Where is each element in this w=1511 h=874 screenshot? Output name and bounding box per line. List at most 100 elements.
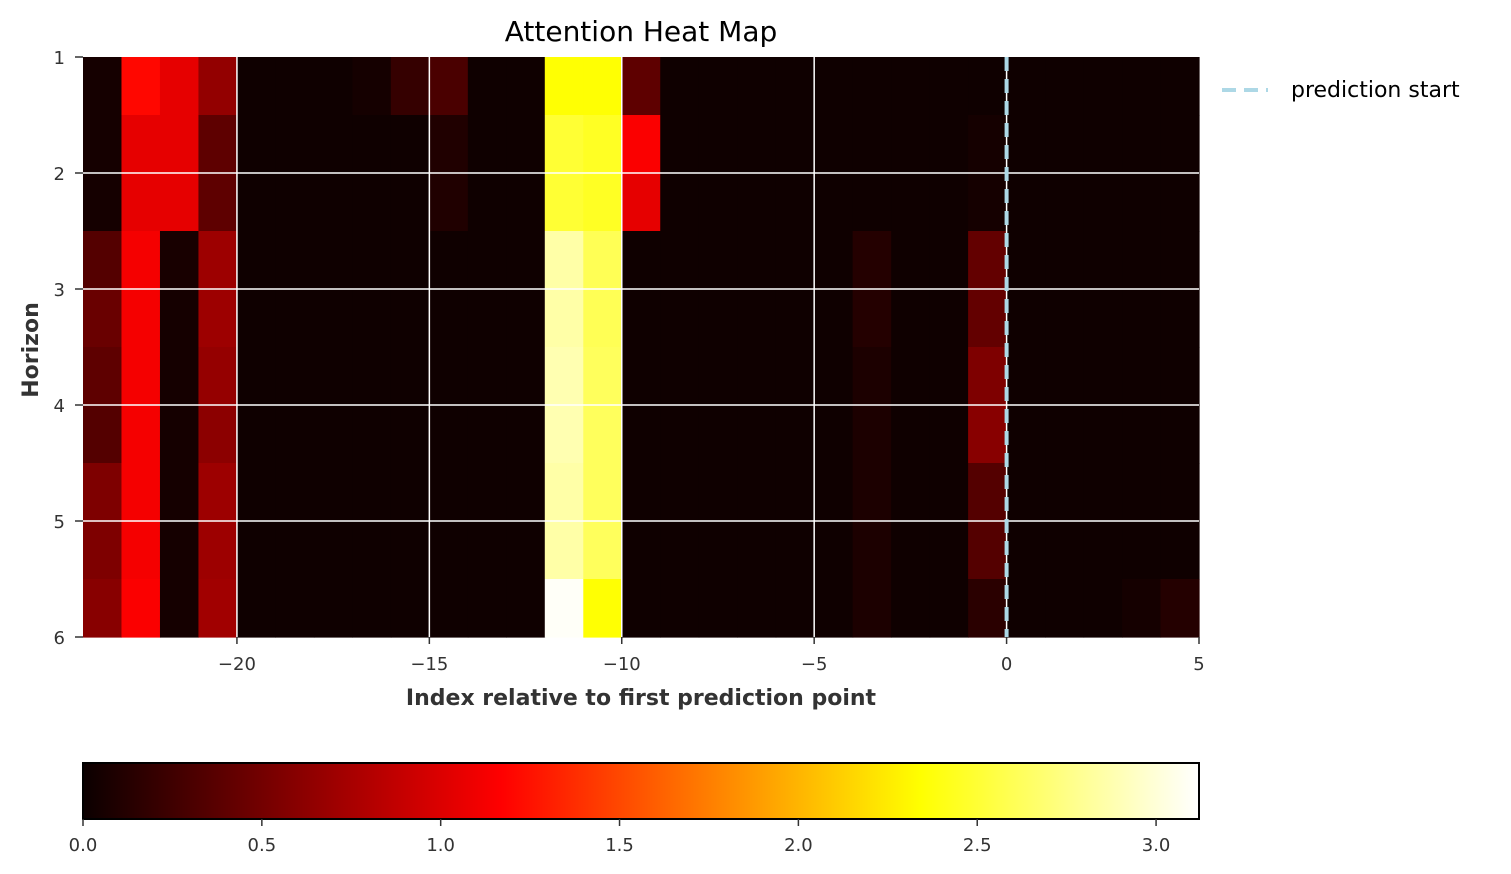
colorbar-tick-label: 3.0 [1142, 835, 1171, 856]
heatmap-cell [775, 289, 815, 348]
heatmap-cell [429, 115, 469, 174]
heatmap-cell [968, 579, 1008, 638]
heatmap-cell [1045, 579, 1085, 638]
heatmap-cell [621, 463, 661, 522]
heatmap-cell [775, 231, 815, 290]
heatmap-cell [198, 231, 238, 290]
x-tick-label: −15 [410, 654, 448, 675]
y-tick-label: 5 [54, 512, 65, 533]
heatmap-cell [852, 289, 892, 348]
heatmap-cell [929, 173, 969, 232]
heatmap-cell [1160, 57, 1200, 116]
heatmap-cell [968, 463, 1008, 522]
heatmap-cell [1006, 231, 1046, 290]
heatmap-cell [1045, 57, 1085, 116]
heatmap-cell [621, 579, 661, 638]
heatmap-cell [929, 289, 969, 348]
heatmap-cell [1083, 173, 1123, 232]
heatmap-cell [313, 289, 353, 348]
heatmap-cell [236, 57, 277, 116]
heatmap-cell [544, 347, 584, 406]
heatmap-cell [121, 57, 161, 116]
heatmap-cell [660, 463, 700, 522]
heatmap-cell [737, 463, 777, 522]
heatmap-cell [544, 579, 584, 638]
heatmap-cell [621, 289, 661, 348]
heatmap-cell [544, 463, 584, 522]
heatmap-cell [506, 289, 546, 348]
heatmap-cell [621, 57, 661, 116]
heatmap-cell [390, 231, 430, 290]
heatmap-cell [83, 231, 123, 290]
heatmap-cell [737, 405, 777, 464]
heatmap-cell [429, 463, 469, 522]
heatmap-cell [275, 173, 315, 232]
heatmap-cell [660, 405, 700, 464]
heatmap-cell [660, 115, 700, 174]
heatmap-cell [621, 173, 661, 232]
heatmap-cell [814, 115, 854, 174]
heatmap-cell [544, 405, 584, 464]
heatmap-cell [968, 57, 1008, 116]
heatmap-cell [159, 173, 200, 232]
heatmap-cell [891, 405, 931, 464]
x-tick-label: 5 [1193, 654, 1204, 675]
heatmap-cell [467, 115, 507, 174]
heatmap-cell [814, 521, 854, 580]
heatmap-cell [198, 289, 238, 348]
heatmap-cell [1160, 289, 1200, 348]
heatmap-cell [159, 463, 200, 522]
heatmap-cell [313, 347, 353, 406]
heatmap-cell [852, 115, 892, 174]
heatmap-cell [1122, 405, 1162, 464]
heatmap-cell [1006, 57, 1046, 116]
colorbar: 0.0 0.5 1.0 1.5 2.0 2.5 3.0 [69, 762, 1200, 856]
heatmap-cell [1006, 115, 1046, 174]
heatmap-cell [583, 231, 623, 290]
heatmap-cell [891, 115, 931, 174]
heatmap-cell [698, 289, 738, 348]
heatmap-cell [390, 521, 430, 580]
heatmap-cell [313, 57, 353, 116]
heatmap-cell [352, 231, 392, 290]
heatmap-cell [198, 405, 238, 464]
heatmap-cell [814, 231, 854, 290]
heatmap-cell [506, 57, 546, 116]
heatmap-cell [621, 521, 661, 580]
heatmap-cell [775, 405, 815, 464]
heatmap-cell [583, 463, 623, 522]
heatmap-cell [352, 579, 392, 638]
heatmap-cell [236, 463, 277, 522]
heatmap-cell [83, 115, 123, 174]
heatmap-cell [236, 347, 277, 406]
heatmap-cell [198, 57, 238, 116]
heatmap-cell [737, 347, 777, 406]
heatmap-cell [1083, 521, 1123, 580]
heatmap-cell [506, 347, 546, 406]
heatmap-cell [929, 521, 969, 580]
heatmap-cell [737, 579, 777, 638]
heatmap-cell [352, 463, 392, 522]
heatmap-cell [159, 57, 200, 116]
heatmap-cell [968, 521, 1008, 580]
heatmap-cell [352, 521, 392, 580]
heatmap-cell [698, 173, 738, 232]
heatmap-cell [506, 173, 546, 232]
x-tick-label: −10 [603, 654, 641, 675]
heatmap-cell [698, 347, 738, 406]
heatmap-cell [506, 231, 546, 290]
heatmap-cell [198, 579, 238, 638]
heatmap-cell [83, 173, 123, 232]
heatmap-cell [621, 347, 661, 406]
heatmap-cell [1045, 231, 1085, 290]
heatmap-cell [1083, 579, 1123, 638]
heatmap-cell [929, 57, 969, 116]
heatmap-cell [275, 579, 315, 638]
heatmap-cell [698, 521, 738, 580]
heatmap-cell [275, 463, 315, 522]
heatmap-cell [775, 115, 815, 174]
heatmap-cell [775, 173, 815, 232]
heatmap-cell [83, 57, 123, 116]
heatmap-cell [121, 463, 161, 522]
heatmap-cell [198, 521, 238, 580]
